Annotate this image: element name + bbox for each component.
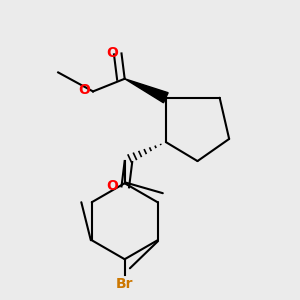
Polygon shape [125,79,168,103]
Text: O: O [78,83,90,97]
Text: Br: Br [116,277,134,291]
Text: O: O [106,46,118,60]
Text: O: O [106,179,118,194]
